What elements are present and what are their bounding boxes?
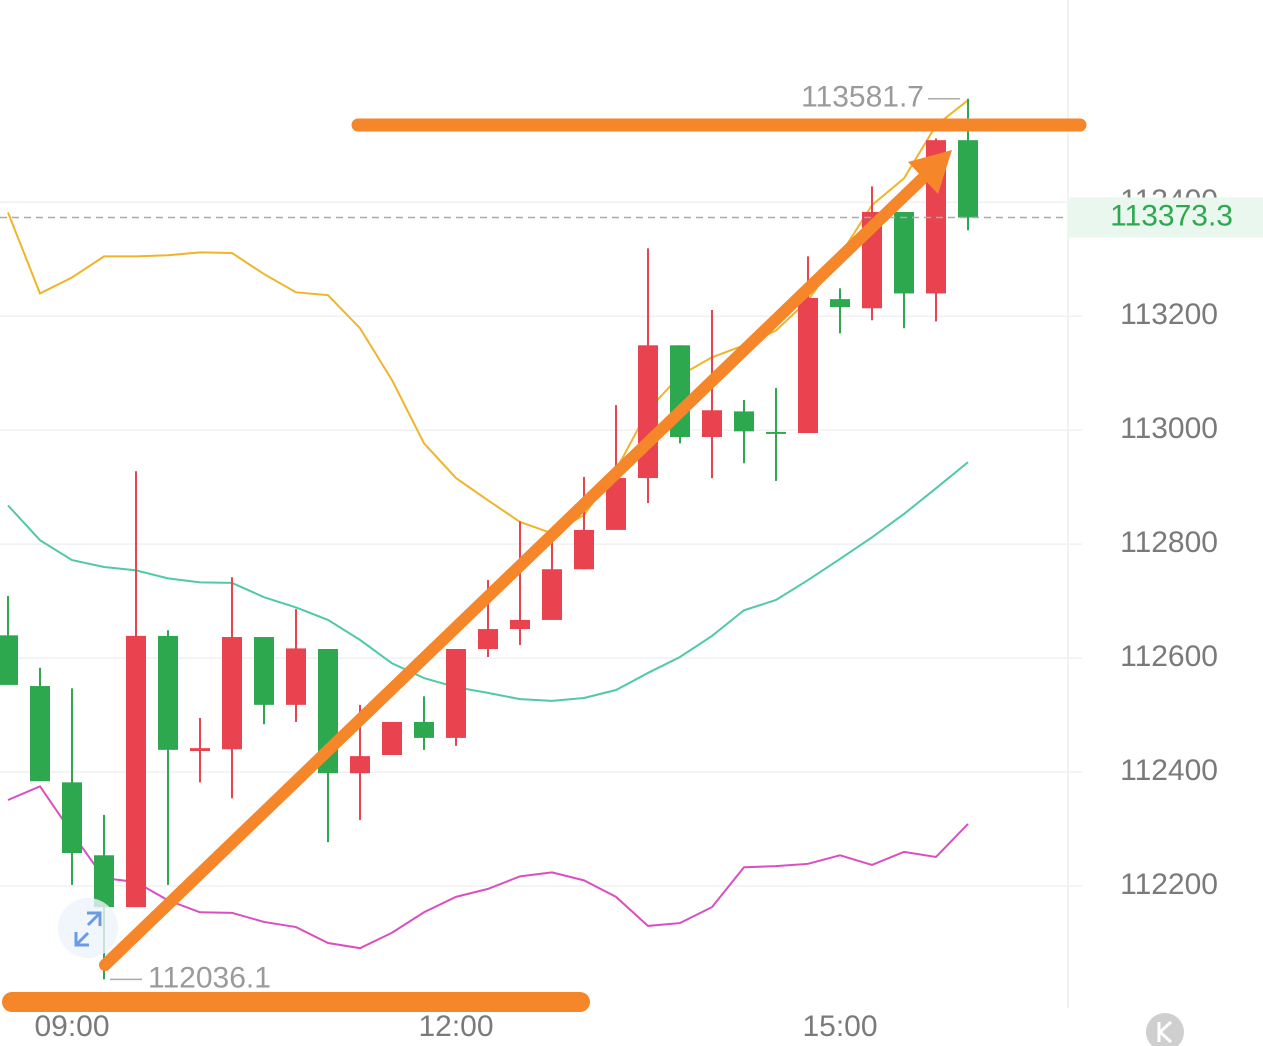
indicator-line — [7, 461, 969, 702]
candle-body — [510, 619, 530, 630]
y-tick-label: 113000 — [1120, 412, 1218, 445]
candles — [0, 98, 978, 980]
candle-body — [478, 629, 498, 650]
low-label: 112036.1 — [148, 961, 271, 994]
candle-body — [414, 721, 434, 738]
candle-body — [126, 635, 146, 908]
candle-body — [254, 637, 274, 705]
k-button[interactable] — [1146, 1013, 1184, 1046]
candle-body — [350, 756, 370, 774]
candle-body — [94, 855, 114, 908]
indicators — [7, 99, 969, 950]
y-tick-label: 112600 — [1120, 640, 1218, 673]
candle-body — [0, 635, 18, 685]
candle-body — [606, 478, 626, 530]
candle-body — [894, 211, 914, 294]
labels: 1122001124001126001128001130001132001134… — [0, 81, 1263, 1043]
y-tick-label: 112400 — [1120, 754, 1218, 787]
candle-body — [734, 411, 754, 432]
y-tick-label: 113200 — [1120, 298, 1218, 331]
candle-body — [766, 431, 786, 434]
expand-icon[interactable] — [58, 898, 118, 958]
x-tick-label: 15:00 — [802, 1010, 877, 1043]
k-circle — [1146, 1013, 1184, 1046]
icon-bg — [58, 898, 118, 958]
x-tick-label: 12:00 — [418, 1010, 493, 1043]
candle-body — [190, 748, 210, 752]
candle-body — [958, 140, 978, 218]
x-tick-label: 09:00 — [34, 1010, 109, 1043]
icon-arrows — [74, 911, 102, 947]
k-glyph — [1157, 1020, 1173, 1044]
high-label: 113581.7 — [801, 81, 924, 114]
candle-body — [830, 299, 850, 308]
user-drawings — [2, 118, 1087, 1012]
candle-body — [542, 569, 562, 620]
candle-body — [286, 648, 306, 705]
candle-body — [30, 686, 50, 782]
trend-arrow — [99, 172, 929, 971]
candle-body — [446, 649, 466, 738]
candle-body — [798, 298, 818, 434]
candle-body — [574, 529, 594, 570]
arrow-head — [908, 150, 952, 194]
candle-body — [62, 782, 82, 853]
candle-body — [638, 345, 658, 479]
y-tick-label: 112800 — [1120, 526, 1218, 559]
last-price-box — [1068, 197, 1263, 238]
candle-body — [382, 721, 402, 755]
last-price-label: 113373.3 — [1110, 199, 1233, 232]
candle-body — [222, 637, 242, 750]
candle-body — [158, 635, 178, 750]
y-tick-label: 112200 — [1120, 868, 1218, 901]
candle-body — [702, 410, 722, 438]
